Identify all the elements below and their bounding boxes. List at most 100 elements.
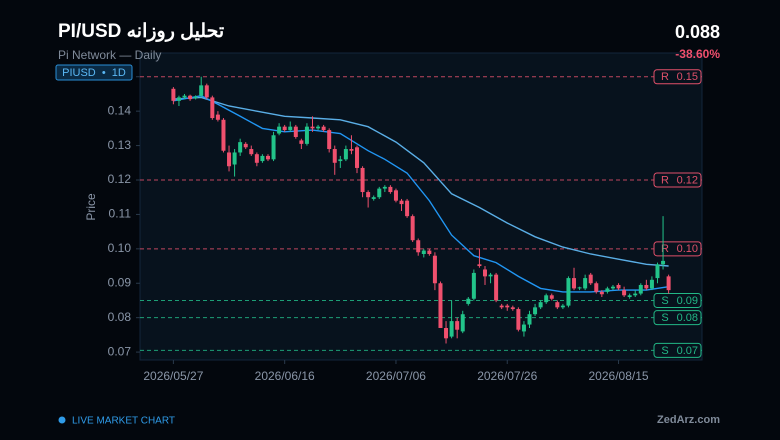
level-tag xyxy=(653,310,702,326)
candle-body xyxy=(527,314,532,325)
candle-body xyxy=(199,85,204,96)
candle-body xyxy=(566,278,571,306)
candle-body xyxy=(538,302,543,308)
candle-body xyxy=(471,272,476,299)
candle-body xyxy=(577,287,582,289)
plot: 0.07 0.08 0.09 0.10 0.11 0.12 0.13 0.14 0.15 2026… xyxy=(108,69,702,383)
candle-body xyxy=(572,278,577,289)
candle-body xyxy=(260,155,265,162)
candle-body xyxy=(293,126,298,137)
level-kind: S xyxy=(661,345,668,357)
candle-body xyxy=(516,309,521,330)
candle-body xyxy=(393,190,398,201)
candle-body xyxy=(432,255,437,284)
candle-body xyxy=(494,274,499,301)
y-tick-label: 0.14 xyxy=(108,103,132,117)
candle-body xyxy=(549,295,554,299)
level-value: 0.12 xyxy=(677,174,698,186)
y-axis-label: Price xyxy=(84,193,98,221)
level-tag xyxy=(653,172,702,188)
level-value: 0.15 xyxy=(677,71,698,83)
x-tick-label: 2026/05/27 xyxy=(143,369,203,383)
candle-body xyxy=(371,197,376,199)
candle-body xyxy=(605,288,610,292)
footer-label: LIVE MARKET CHART xyxy=(72,416,175,427)
subtitle: Pi Network — Daily xyxy=(58,48,161,62)
candle-body xyxy=(232,152,237,165)
candle-body xyxy=(410,216,415,241)
level-kind: S xyxy=(661,312,668,324)
candle-body xyxy=(427,250,432,254)
candle-body xyxy=(215,114,220,120)
live-dot xyxy=(58,416,66,424)
candle-body xyxy=(288,126,293,131)
y-tick-label: 0.08 xyxy=(108,310,132,324)
level-value: 0.08 xyxy=(677,312,698,324)
candle-body xyxy=(622,290,627,296)
candle-body xyxy=(638,284,643,294)
candle-body xyxy=(271,135,276,160)
candle-body xyxy=(510,307,515,310)
candle-body xyxy=(594,283,599,292)
candle-body xyxy=(655,264,660,279)
badge-text: PIUSD • 1D xyxy=(62,67,126,79)
price-change: -38.60% xyxy=(675,47,720,61)
moving-average xyxy=(173,96,669,267)
y-tick-label: 0.10 xyxy=(108,241,132,255)
candle-body xyxy=(321,126,326,131)
candle-body xyxy=(210,97,215,119)
last-price: 0.088 xyxy=(675,22,720,42)
candle-body xyxy=(310,126,315,129)
candle-body xyxy=(243,143,248,148)
candle-body xyxy=(221,119,226,151)
candle-body xyxy=(627,295,632,298)
moving-average xyxy=(173,94,669,293)
candle-body xyxy=(343,149,348,160)
candle-body xyxy=(449,321,454,337)
candle-body xyxy=(338,159,343,162)
level-tag xyxy=(653,69,702,85)
badge xyxy=(55,64,133,81)
y-tick-label: 0.11 xyxy=(109,207,132,221)
candle-body xyxy=(176,97,181,101)
y-tick-label: 0.12 xyxy=(108,172,132,186)
x-tick-label: 2026/07/06 xyxy=(366,369,426,383)
y-tick-label: 0.13 xyxy=(108,138,132,152)
level-tag xyxy=(653,292,702,308)
candle-body xyxy=(499,305,504,308)
candle-body xyxy=(360,167,365,193)
candle-body xyxy=(282,126,287,131)
candle-body xyxy=(438,283,443,328)
y-tick-label: 0.09 xyxy=(108,275,132,289)
level-kind: R xyxy=(661,243,669,255)
level-value: 0.09 xyxy=(677,295,698,307)
candle-body xyxy=(382,186,387,189)
candle-body xyxy=(416,240,421,253)
candle-body xyxy=(488,274,493,277)
candle-body xyxy=(182,95,187,98)
candle-body xyxy=(666,276,671,291)
candle-body xyxy=(265,155,270,160)
candle-body xyxy=(277,126,282,134)
candle-body xyxy=(399,200,404,205)
candle-body xyxy=(421,250,426,254)
candle-body xyxy=(238,142,243,153)
candle-body xyxy=(193,96,198,99)
candle-body xyxy=(355,147,360,168)
level-value: 0.10 xyxy=(677,243,698,255)
candle-body xyxy=(661,260,666,265)
level-kind: R xyxy=(661,71,669,83)
level-kind: S xyxy=(661,295,668,307)
candle-body xyxy=(188,95,193,100)
candle-body xyxy=(304,126,309,144)
level-tag xyxy=(653,241,702,257)
candle-body xyxy=(616,284,621,289)
candle-body xyxy=(349,149,354,151)
chart-title: PI/USD تحليل روزانه xyxy=(58,21,224,42)
candle-body xyxy=(366,192,371,198)
candle-body xyxy=(444,327,449,339)
candle-body xyxy=(533,307,538,315)
level-kind: R xyxy=(661,174,669,186)
